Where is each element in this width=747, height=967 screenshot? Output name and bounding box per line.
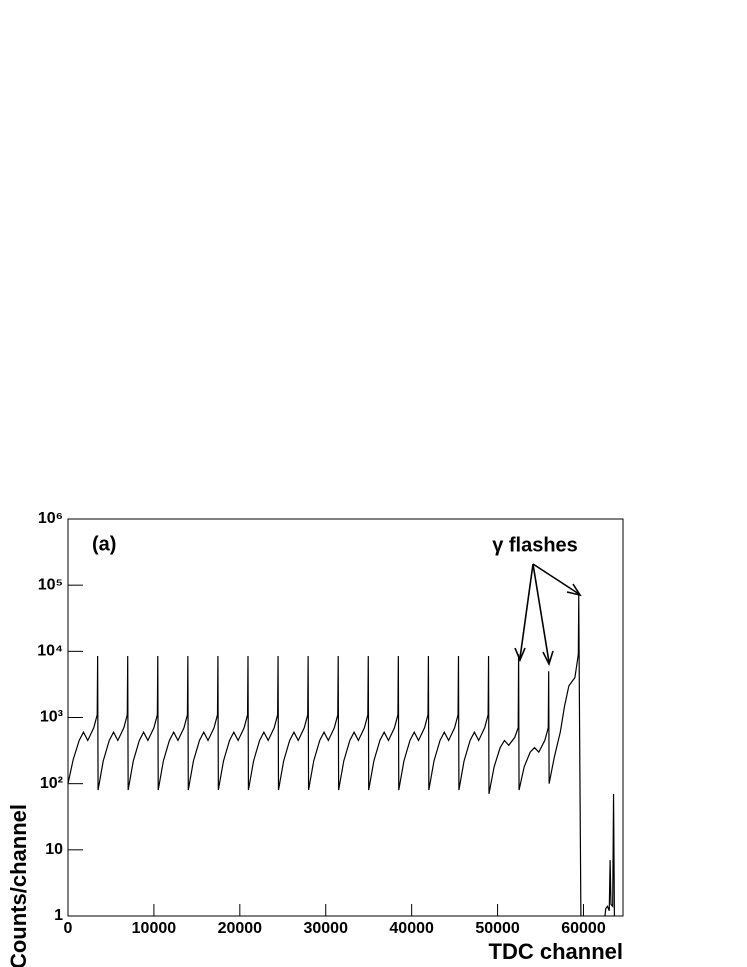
x-axis-title: TDC channel (489, 939, 623, 964)
x-tick-label: 50000 (475, 920, 520, 937)
y-tick-label: 1 (54, 907, 63, 924)
plot-frame (67, 518, 624, 917)
y-tick-label: 10 (45, 841, 63, 858)
arrow-head (514, 647, 526, 663)
annotation-arrows (514, 563, 582, 667)
x-tick-label: 60000 (561, 920, 606, 937)
y-tick-label: 10⁴ (37, 643, 63, 660)
y-tick-label: 10² (40, 775, 63, 792)
arrow (519, 563, 534, 659)
y-tick-label: 10⁶ (38, 510, 63, 527)
annotation: γ flashes (492, 534, 578, 556)
arrow (532, 563, 550, 663)
arrow (532, 563, 580, 595)
data-line (67, 595, 616, 917)
y-tick-label: 10³ (40, 709, 63, 726)
x-tick-label: 0 (64, 920, 73, 937)
arrow-head (566, 583, 582, 597)
y-axis-title: Counts/channel (6, 804, 31, 967)
x-tick-label: 20000 (218, 920, 263, 937)
y-tick-label: 10⁵ (38, 576, 63, 593)
arrow-head (542, 650, 554, 667)
x-tick-label: 40000 (389, 920, 434, 937)
x-tick-label: 10000 (132, 920, 177, 937)
panel-label: (a) (92, 533, 116, 555)
x-tick-label: 30000 (303, 920, 348, 937)
